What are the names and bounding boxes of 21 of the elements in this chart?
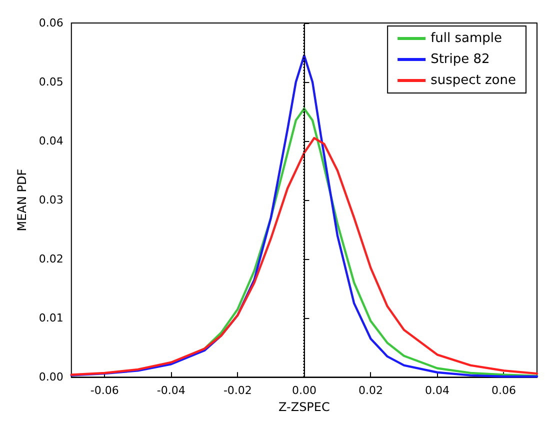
x-tick-label: -0.04 <box>156 384 186 398</box>
legend-label: Stripe 82 <box>430 52 490 67</box>
line-series <box>70 54 538 378</box>
line-series <box>70 136 538 376</box>
x-tick-label: 0.00 <box>292 384 316 398</box>
legend-label: full sample <box>430 31 502 46</box>
x-tick-label: -0.06 <box>90 384 119 398</box>
x-axis-title: Z-ZSPEC <box>278 400 330 414</box>
y-tick-label: 0.04 <box>38 134 64 148</box>
y-tick-label: 0.05 <box>38 76 64 89</box>
y-tick-label: 0.02 <box>38 252 64 266</box>
x-tick-label: 0.06 <box>491 384 516 398</box>
legend-label: suspect zone <box>430 73 516 88</box>
x-tick-label: 0.02 <box>358 384 383 398</box>
y-axis-title: MEAN PDF <box>15 168 29 232</box>
y-tick-label: 0.06 <box>38 16 64 30</box>
x-tick-label: 0.04 <box>424 384 450 398</box>
y-tick-label: 0.01 <box>38 312 64 325</box>
y-tick-label: 0.00 <box>38 370 64 384</box>
x-tick-label: -0.02 <box>223 384 252 398</box>
y-tick-label: 0.03 <box>38 194 64 207</box>
